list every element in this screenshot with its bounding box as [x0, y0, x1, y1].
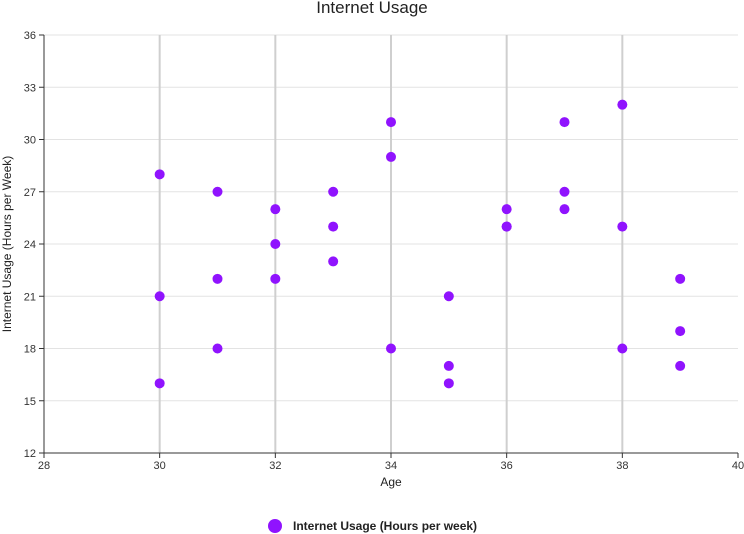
chart-title: Internet Usage: [316, 0, 428, 17]
axes: [39, 34, 739, 458]
data-point[interactable]: [559, 204, 570, 215]
data-point[interactable]: [617, 221, 628, 232]
data-point[interactable]: [270, 204, 281, 215]
data-point[interactable]: [270, 239, 281, 249]
legend[interactable]: Internet Usage (Hours per week): [268, 519, 477, 533]
data-point[interactable]: [328, 221, 339, 232]
data-point[interactable]: [617, 99, 628, 110]
data-point[interactable]: [154, 169, 165, 180]
x-tick-label: 32: [269, 460, 281, 472]
data-point[interactable]: [154, 291, 165, 302]
data-point[interactable]: [675, 360, 686, 371]
data-point[interactable]: [675, 326, 686, 337]
y-tick-label: 27: [24, 187, 36, 199]
grid-lines: [44, 34, 738, 454]
data-point[interactable]: [559, 117, 570, 128]
data-point[interactable]: [386, 117, 396, 128]
x-tick-label: 38: [616, 460, 628, 472]
x-tick-label: 30: [154, 460, 166, 472]
y-tick-label: 36: [24, 30, 36, 42]
data-point[interactable]: [328, 186, 339, 197]
x-axis-label: Age: [380, 475, 402, 489]
data-point[interactable]: [501, 204, 512, 215]
x-tick-label: 40: [732, 460, 744, 472]
x-tick-label: 28: [38, 460, 50, 472]
data-point[interactable]: [212, 273, 223, 284]
data-point[interactable]: [328, 256, 339, 267]
legend-label: Internet Usage (Hours per week): [293, 519, 477, 533]
y-tick-label: 21: [24, 291, 36, 303]
data-points: [154, 99, 686, 389]
data-point[interactable]: [154, 378, 165, 389]
tick-labels: 12 15 18 21 24 27 30 33 36 28 30 32 34 36 38 40: [24, 30, 744, 472]
data-point[interactable]: [443, 360, 454, 371]
y-tick-label: 15: [24, 396, 36, 408]
x-tick-label: 36: [501, 460, 513, 472]
y-tick-label: 24: [24, 239, 36, 251]
x-tick-label: 34: [385, 460, 397, 472]
legend-marker-icon: [268, 519, 282, 533]
data-point[interactable]: [617, 343, 628, 354]
y-tick-label: 30: [24, 135, 36, 147]
y-axis-label: Internet Usage (Hours per Week): [0, 156, 14, 333]
data-point[interactable]: [443, 378, 454, 389]
data-point[interactable]: [212, 186, 223, 197]
data-point[interactable]: [212, 343, 223, 354]
data-point[interactable]: [501, 221, 512, 232]
y-tick-label: 18: [24, 344, 36, 356]
data-point[interactable]: [559, 186, 570, 197]
data-point[interactable]: [270, 273, 281, 284]
y-tick-label: 12: [24, 448, 36, 460]
y-tick-label: 33: [24, 82, 36, 94]
data-point[interactable]: [675, 273, 686, 284]
data-point[interactable]: [443, 291, 454, 302]
data-point[interactable]: [386, 151, 396, 162]
data-point[interactable]: [386, 343, 396, 354]
